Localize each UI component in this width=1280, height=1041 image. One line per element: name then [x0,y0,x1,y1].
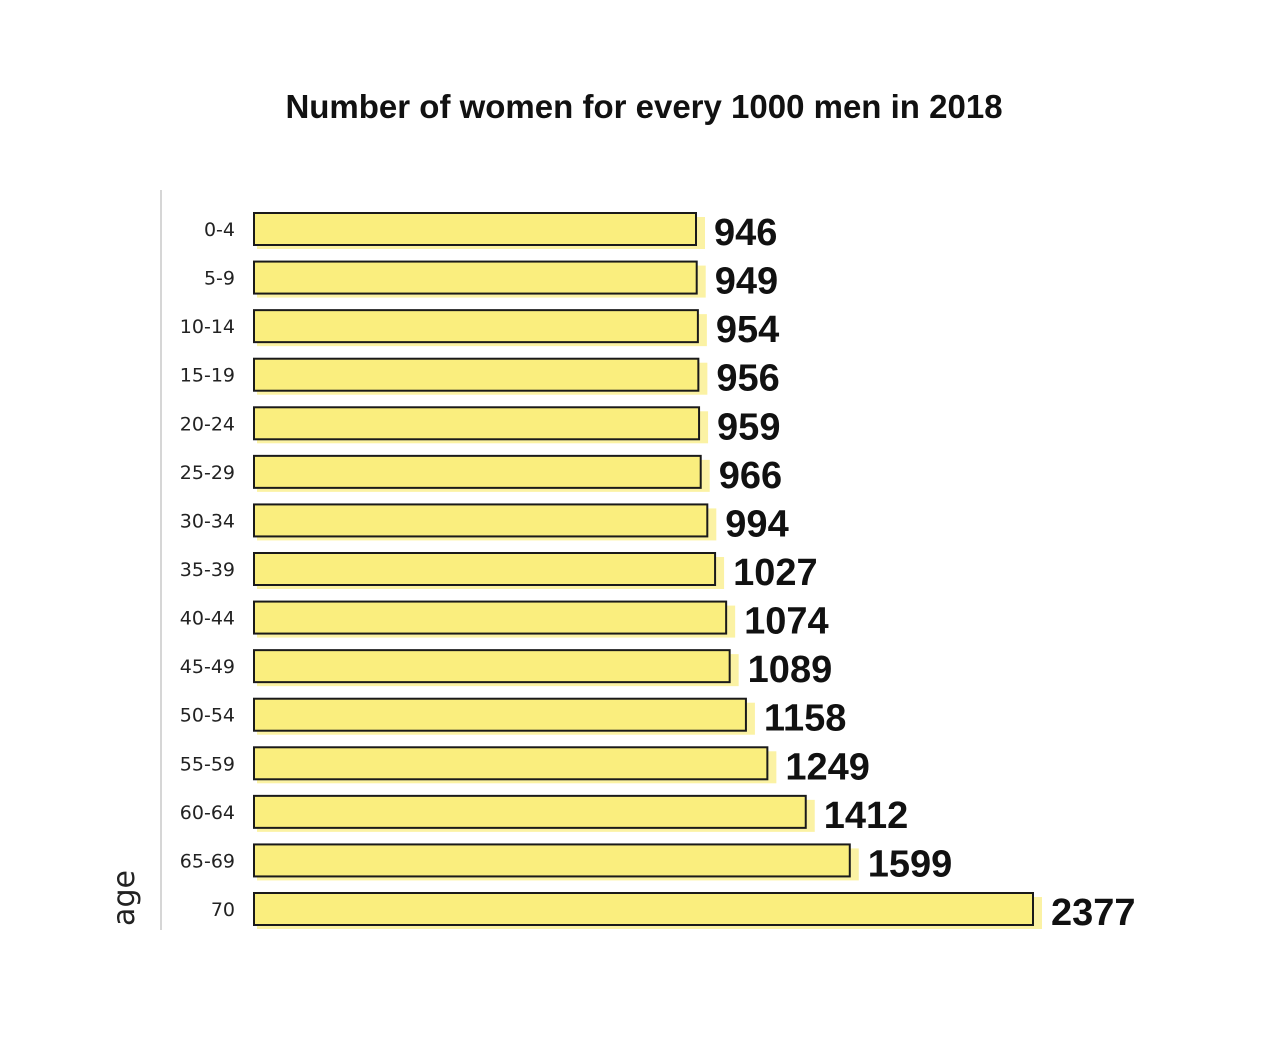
category-label: 70 [211,899,235,921]
bars-group: 0-4 946 5-9 949 10-14 954 15-19 956 20-24 959 25-2… [180,212,1136,934]
value-label: 994 [725,503,788,545]
value-label: 1027 [733,552,818,594]
value-label: 966 [719,455,782,497]
category-label: 60-64 [180,802,235,824]
value-label: 2377 [1051,892,1136,934]
category-label: 25-29 [180,462,235,484]
bar-15-19 [253,357,700,392]
value-label: 1412 [824,795,909,837]
bar-20-24 [253,406,701,441]
value-label: 956 [716,358,779,400]
bar-25-29 [253,454,702,489]
category-label: 10-14 [180,316,235,338]
bar-5-9 [253,260,698,295]
bar-65-69 [253,843,851,878]
bar-30-34 [253,503,709,538]
bar-60-64 [253,794,807,829]
bar-40-44 [253,600,728,635]
value-label: 1599 [868,843,953,885]
bar-55-59 [253,746,769,781]
value-label: 1249 [785,746,870,788]
category-label: 5-9 [204,268,235,290]
category-label: 0-4 [204,219,235,241]
category-label: 20-24 [180,413,235,435]
category-label: 65-69 [180,850,235,872]
category-label: 40-44 [180,608,235,630]
category-label: 30-34 [180,510,235,532]
bar-50-54 [253,697,747,732]
value-label: 1158 [764,698,846,740]
y-axis-label: age [107,870,142,926]
value-label: 954 [716,309,779,351]
value-label: 946 [714,212,777,254]
bar-35-39 [253,552,717,586]
category-label: 50-54 [180,705,235,727]
bar-70 [253,892,1034,926]
category-label: 15-19 [180,365,235,387]
category-label: 45-49 [180,656,235,678]
bar-45-49 [253,649,731,684]
value-label: 1074 [744,601,829,643]
category-label: 55-59 [180,753,235,775]
category-label: 35-39 [180,559,235,581]
value-label: 949 [715,261,778,303]
chart-title: Number of women for every 1000 men in 20… [285,88,1003,125]
bar-0-4 [253,212,697,246]
value-label: 1089 [748,649,833,691]
bar-10-14 [253,309,699,344]
value-label: 959 [717,406,780,448]
